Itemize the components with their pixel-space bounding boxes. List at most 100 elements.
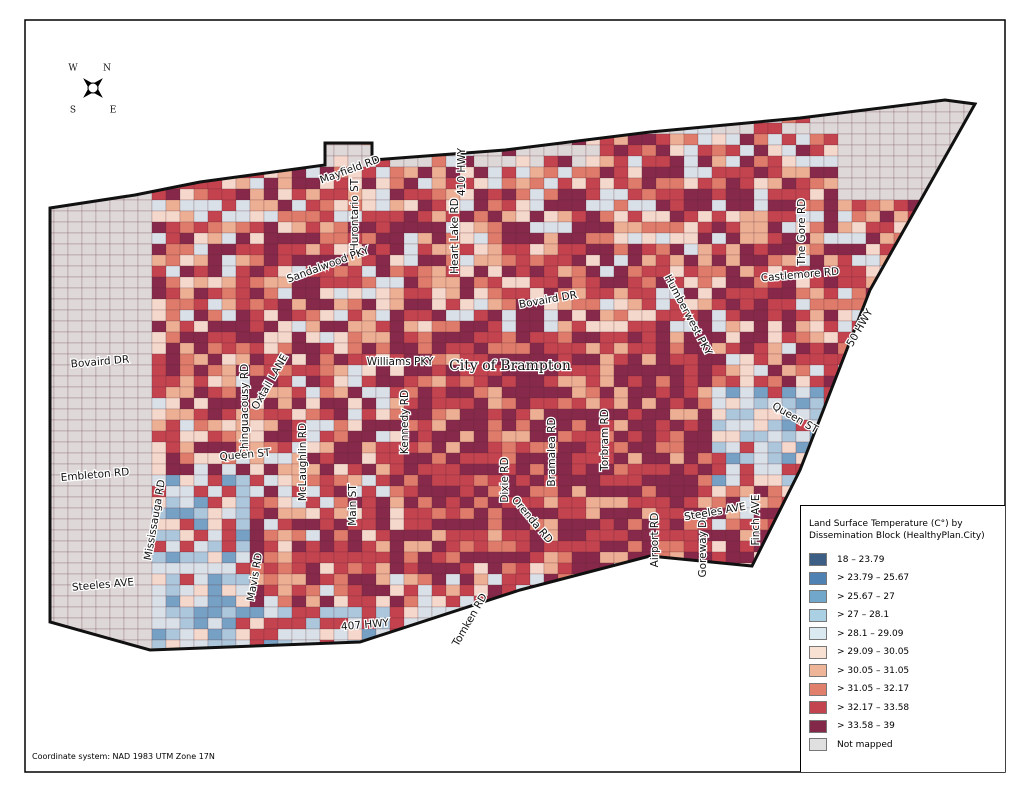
block (795, 331, 811, 344)
block (431, 133, 447, 146)
block (823, 177, 839, 190)
block (403, 507, 419, 520)
block (978, 178, 992, 189)
block (417, 243, 433, 256)
block (445, 562, 461, 575)
block (263, 210, 279, 223)
block (81, 111, 97, 124)
block (599, 485, 615, 498)
block (375, 507, 391, 520)
block (263, 221, 279, 234)
block (403, 562, 419, 575)
block (599, 353, 615, 366)
block (179, 111, 195, 124)
block (599, 331, 615, 344)
block (95, 298, 111, 311)
block (487, 397, 503, 410)
block (978, 420, 992, 431)
block (893, 331, 909, 344)
block (179, 386, 195, 399)
block (571, 496, 587, 509)
block (865, 133, 881, 146)
block (291, 408, 307, 421)
block (613, 177, 629, 190)
block (683, 452, 699, 465)
block (767, 144, 783, 157)
block (249, 331, 265, 344)
block (557, 408, 573, 421)
block (137, 243, 153, 256)
block (445, 100, 461, 102)
block (50, 573, 55, 586)
block (753, 617, 769, 630)
block (165, 441, 181, 454)
block (725, 364, 741, 377)
block (333, 551, 349, 564)
block (739, 276, 755, 289)
block (949, 111, 965, 124)
legend-swatch (809, 701, 827, 715)
block (767, 100, 783, 102)
block (963, 364, 975, 377)
block (627, 606, 643, 619)
block (487, 155, 503, 168)
block (585, 309, 601, 322)
block (529, 133, 545, 146)
block (68, 651, 82, 662)
block (50, 254, 55, 267)
block (529, 265, 545, 278)
block (81, 265, 97, 278)
block (893, 419, 909, 432)
block (557, 496, 573, 509)
block (501, 188, 517, 201)
block (655, 100, 671, 102)
block (978, 90, 992, 101)
block (67, 122, 83, 135)
block (375, 100, 391, 102)
block (67, 243, 83, 256)
block (263, 507, 279, 520)
block (221, 100, 237, 113)
block (613, 606, 629, 619)
block (165, 595, 181, 608)
block (627, 100, 643, 102)
block (389, 243, 405, 256)
block (390, 651, 404, 662)
block (403, 606, 419, 619)
block (375, 210, 391, 223)
block (627, 397, 643, 410)
block (95, 551, 111, 564)
block (431, 452, 447, 465)
block (95, 232, 111, 245)
block (193, 485, 209, 498)
block (165, 430, 181, 443)
block (543, 265, 559, 278)
block (627, 584, 643, 597)
block (207, 155, 223, 168)
block (53, 375, 69, 388)
block (50, 408, 55, 421)
block (221, 573, 237, 586)
block (417, 221, 433, 234)
block (81, 331, 97, 344)
block (235, 617, 251, 630)
block (739, 463, 755, 476)
block (683, 342, 699, 355)
block (417, 419, 433, 432)
block (711, 133, 727, 146)
block (207, 430, 223, 443)
block (781, 331, 797, 344)
block (53, 419, 69, 432)
block (557, 375, 573, 388)
block (193, 606, 209, 619)
block (641, 463, 657, 476)
block (473, 265, 489, 278)
block (501, 100, 517, 102)
block (599, 298, 615, 311)
block (767, 573, 783, 586)
block (613, 452, 629, 465)
block (963, 232, 975, 245)
block (823, 100, 839, 113)
block (431, 584, 447, 597)
block (417, 529, 433, 542)
